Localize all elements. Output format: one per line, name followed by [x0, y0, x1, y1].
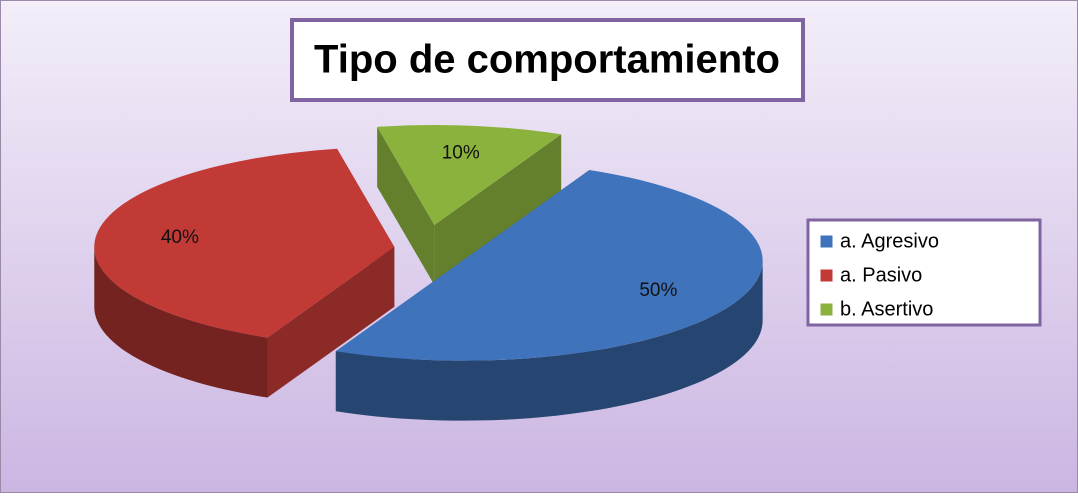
slice-side	[434, 134, 562, 285]
slice	[94, 148, 395, 338]
pie	[94, 124, 763, 421]
legend-swatch	[819, 268, 834, 283]
slice-side	[267, 246, 395, 398]
title-box	[290, 18, 805, 102]
legend-box	[806, 218, 1042, 327]
data-label: 50%	[639, 280, 677, 301]
legend-swatch	[819, 302, 834, 317]
chart-title: Tipo de comportamiento	[314, 38, 780, 82]
legend-label: a. Pasivo	[840, 264, 922, 286]
slice-wall	[335, 260, 763, 421]
data-label: 10%	[442, 143, 480, 164]
slice-wall	[94, 246, 268, 398]
data-label: 40%	[161, 227, 199, 248]
legend-label: a. Agresivo	[840, 230, 939, 252]
slice-side	[377, 126, 435, 285]
slice	[377, 124, 562, 225]
legend-swatch	[819, 234, 834, 249]
slice	[335, 170, 763, 361]
legend-label: b. Asertivo	[840, 298, 933, 320]
